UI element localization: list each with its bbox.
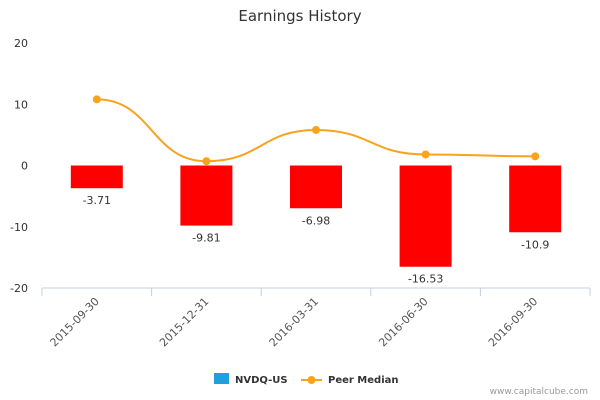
bar-data-label: -10.9 <box>521 238 549 251</box>
bar-data-label: -9.81 <box>192 232 220 245</box>
x-tick-label: 2016-06-30 <box>376 295 430 349</box>
peer-median-point <box>92 95 101 104</box>
x-tick-label: 2015-09-30 <box>48 295 102 349</box>
legend-label-peer-median: Peer Median <box>328 375 399 386</box>
bar-data-label: -3.71 <box>83 194 111 207</box>
bar <box>399 165 452 267</box>
y-tick-label: 10 <box>14 98 28 111</box>
y-tick-label: -20 <box>10 282 28 295</box>
bar <box>70 165 123 189</box>
bar-data-label: -6.98 <box>302 214 330 227</box>
x-tick-label: 2016-03-31 <box>267 295 321 349</box>
credit-text: www.capitalcube.com <box>490 387 588 397</box>
x-tick-label: 2016-09-30 <box>486 295 540 349</box>
y-tick-label: -10 <box>10 221 28 234</box>
legend-swatch-nvdq <box>214 373 229 384</box>
peer-median-points <box>92 95 540 166</box>
chart-title: Earnings History <box>238 7 361 25</box>
y-axis: 20 10 0 -10 -20 <box>10 37 28 295</box>
bar-series <box>70 165 562 267</box>
peer-median-point <box>202 157 211 166</box>
bar-data-label: -16.53 <box>408 273 443 286</box>
legend-swatch-peer-marker <box>307 376 316 384</box>
x-axis: 2015-09-30 2015-12-31 2016-03-31 2016-06-30… <box>41 288 591 349</box>
peer-median-point <box>421 150 430 159</box>
peer-median-line <box>96 98 536 163</box>
y-tick-label: 20 <box>14 37 28 50</box>
peer-median-point <box>531 152 540 161</box>
bar-data-labels: -3.71 -9.81 -6.98 -16.53 -10.9 <box>83 194 550 286</box>
bar <box>290 165 342 209</box>
legend: NVDQ-US Peer Median <box>214 373 399 386</box>
bar <box>180 165 233 226</box>
y-tick-label: 0 <box>21 160 28 173</box>
bar <box>509 165 562 233</box>
x-tick-label: 2015-12-31 <box>157 295 211 349</box>
peer-median-point <box>312 125 320 134</box>
legend-label-nvdq: NVDQ-US <box>235 375 288 386</box>
